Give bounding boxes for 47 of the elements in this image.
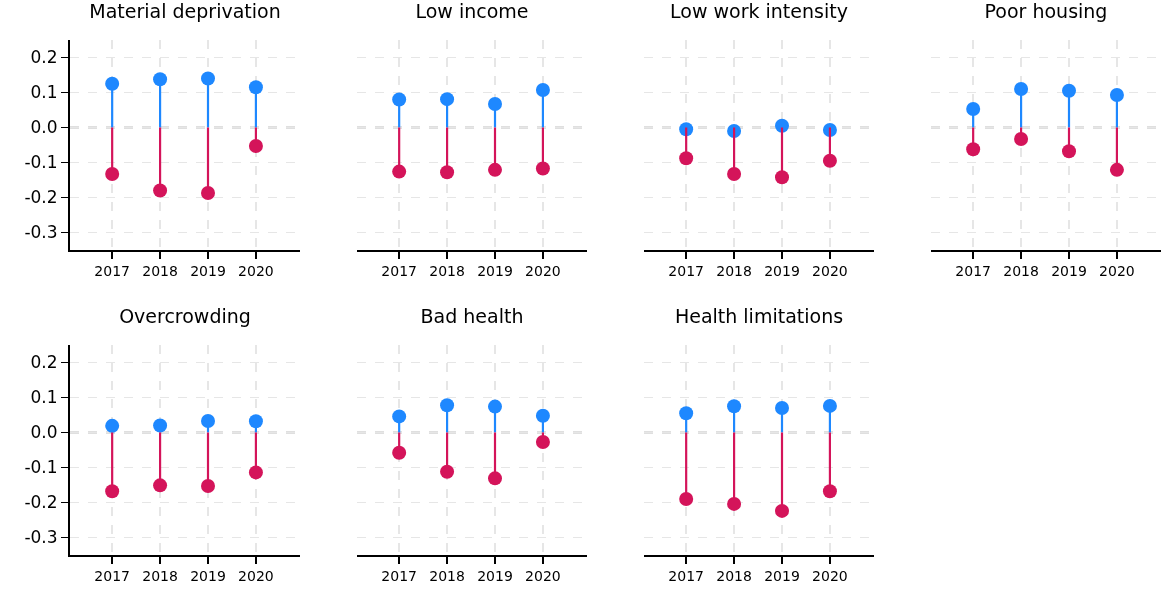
y-tick-label: -0.2 xyxy=(24,492,58,513)
y-tick-label: -0.1 xyxy=(24,457,58,478)
x-tick-label: 2018 xyxy=(142,567,178,584)
x-tick-label: 2020 xyxy=(238,567,274,584)
x-tick-label: 2017 xyxy=(668,262,704,279)
chart-title: Low income xyxy=(415,0,529,22)
chart-title: Health limitations xyxy=(674,304,844,327)
y-tick-label: 0.2 xyxy=(30,352,58,373)
y-tick-label: -0.3 xyxy=(24,222,58,243)
x-tick-label: 2020 xyxy=(525,567,561,584)
y-tick-label: 0.1 xyxy=(30,82,58,103)
x-tick-label: 2019 xyxy=(1051,262,1087,279)
y-tick-label: 0.2 xyxy=(30,47,58,68)
x-tick-label: 2019 xyxy=(190,567,226,584)
x-tick-label: 2017 xyxy=(955,262,991,279)
x-tick-label: 2019 xyxy=(477,262,513,279)
x-tick-label: 2018 xyxy=(716,567,752,584)
x-tick-label: 2019 xyxy=(477,567,513,584)
chart-title: Bad health xyxy=(420,304,524,327)
y-tick-label: -0.1 xyxy=(24,152,58,173)
x-tick-label: 2018 xyxy=(716,262,752,279)
y-tick-label: 0.1 xyxy=(30,387,58,408)
x-tick-label: 2017 xyxy=(381,567,417,584)
x-tick-label: 2020 xyxy=(238,262,274,279)
y-tick-label: -0.3 xyxy=(24,527,58,548)
x-tick-label: 2018 xyxy=(429,567,465,584)
x-tick-label: 2019 xyxy=(764,262,800,279)
chart-title: Material deprivation xyxy=(89,0,281,22)
x-tick-label: 2018 xyxy=(1003,262,1039,279)
x-tick-label: 2019 xyxy=(190,262,226,279)
x-tick-label: 2017 xyxy=(94,567,130,584)
x-tick-label: 2020 xyxy=(525,262,561,279)
y-tick-label: 0.0 xyxy=(30,422,58,443)
chart-title: Poor housing xyxy=(984,0,1108,22)
chart-title: Overcrowding xyxy=(119,304,251,327)
x-tick-label: 2018 xyxy=(429,262,465,279)
chart-title: Low work intensity xyxy=(670,0,848,22)
y-tick-label: -0.2 xyxy=(24,187,58,208)
y-tick-label: 0.0 xyxy=(30,117,58,138)
x-tick-label: 2020 xyxy=(812,567,848,584)
x-tick-label: 2020 xyxy=(812,262,848,279)
x-tick-label: 2019 xyxy=(764,567,800,584)
x-tick-label: 2020 xyxy=(1099,262,1135,279)
x-tick-label: 2017 xyxy=(94,262,130,279)
x-tick-label: 2018 xyxy=(142,262,178,279)
x-tick-label: 2017 xyxy=(668,567,704,584)
x-tick-label: 2017 xyxy=(381,262,417,279)
